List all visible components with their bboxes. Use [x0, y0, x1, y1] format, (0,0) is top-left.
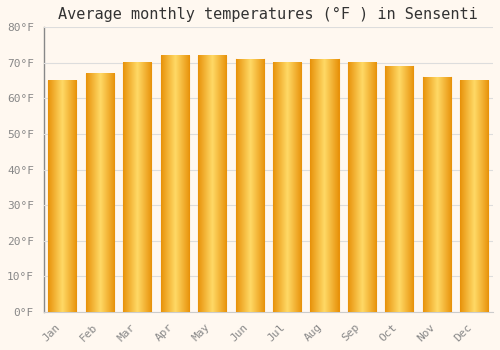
Title: Average monthly temperatures (°F ) in Sensenti: Average monthly temperatures (°F ) in Se…	[58, 7, 478, 22]
